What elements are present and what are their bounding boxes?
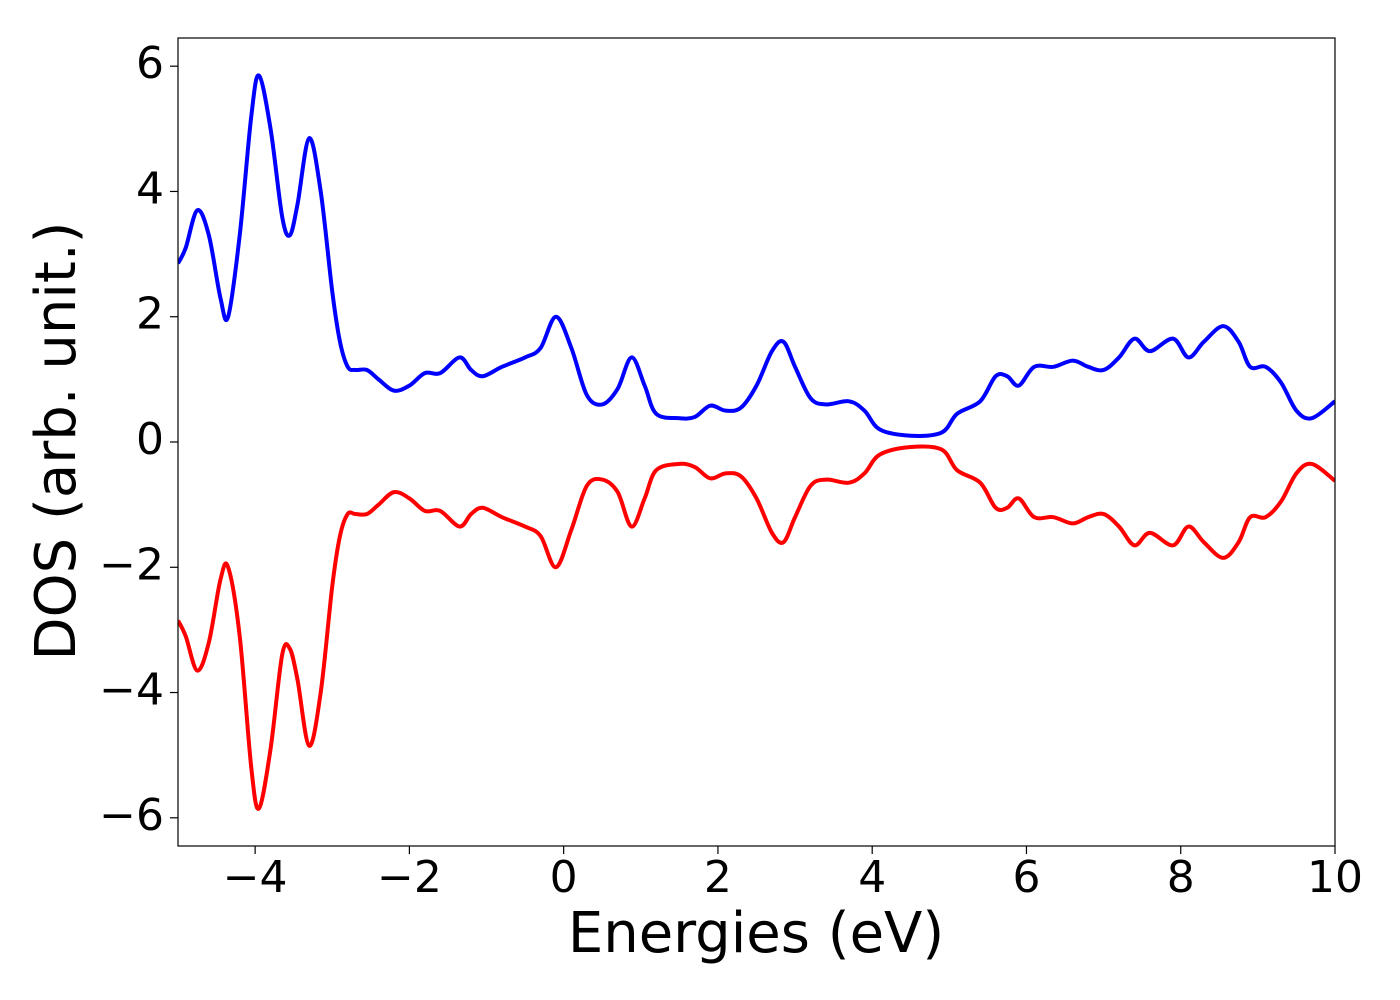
x-tick-label: 10 <box>1307 852 1363 903</box>
y-tick-label: −4 <box>99 665 164 716</box>
line <box>178 444 1335 811</box>
x-tick-label: −4 <box>223 852 288 903</box>
x-tick-label: 0 <box>550 852 578 903</box>
y-tick-label: 0 <box>136 414 164 465</box>
y-tick-label: 4 <box>136 163 164 214</box>
plot-frame <box>177 37 1336 847</box>
x-axis-label: Energies (eV) <box>568 901 944 966</box>
x-tick-label: 2 <box>704 852 732 903</box>
x-tick-label: −2 <box>377 852 442 903</box>
y-tick-label: 2 <box>136 289 164 340</box>
y-tick-label: 6 <box>136 38 164 89</box>
y-axis-label: DOS (arb. unit.) <box>24 221 89 660</box>
y-tick-label: −2 <box>99 539 164 590</box>
y-tick-label: −6 <box>99 790 164 841</box>
line <box>178 73 1335 438</box>
x-tick-label: 6 <box>1012 852 1040 903</box>
x-tick-label: 8 <box>1167 852 1195 903</box>
x-tick-label: 4 <box>858 852 886 903</box>
